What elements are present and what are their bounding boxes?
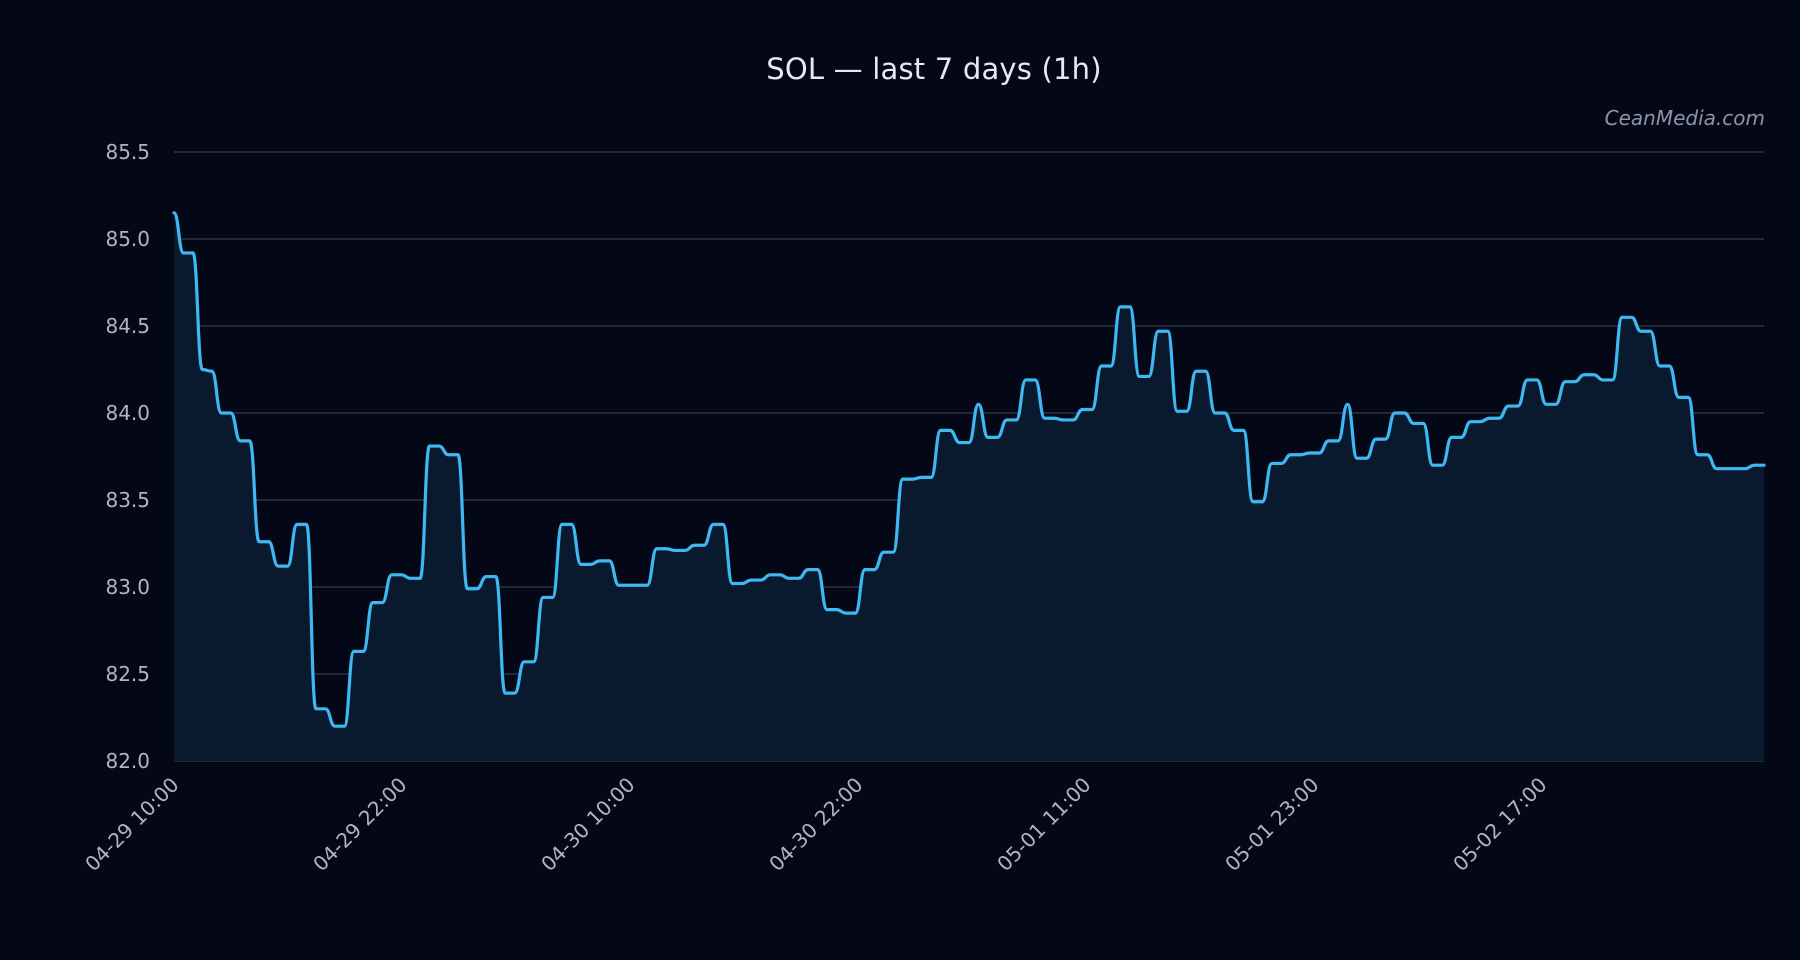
- series-line: [172, 211, 1766, 728]
- y-axis: 82.0 82.5 83.0 83.5 84.0 84.5 85.0 85.5: [105, 140, 150, 773]
- x-axis: 04-29 10:00 04-29 22:00 04-30 10:00 04-30 2…: [80, 773, 1551, 876]
- chart-title: SOL — last 7 days (1h): [766, 52, 1102, 86]
- area-layer: [174, 212, 1764, 761]
- y-tick-label: 85.0: [105, 227, 150, 251]
- x-tick-label: 04-30 10:00: [536, 773, 639, 876]
- x-tick-label: 04-29 10:00: [80, 773, 183, 876]
- watermark-text: CeanMedia.com: [1604, 106, 1765, 130]
- y-tick-label: 84.5: [105, 314, 150, 338]
- y-tick-label: 82.0: [105, 749, 150, 773]
- y-tick-label: 85.5: [105, 140, 150, 164]
- y-tick-label: 82.5: [105, 662, 150, 686]
- x-tick-label: 05-01 11:00: [992, 773, 1095, 876]
- line-layer: [172, 211, 1766, 728]
- x-tick-label: 04-30 22:00: [764, 773, 867, 876]
- y-tick-label: 83.5: [105, 488, 150, 512]
- x-tick-label: 05-02 17:00: [1448, 773, 1551, 876]
- x-tick-label: 04-29 22:00: [308, 773, 411, 876]
- series-area: [174, 212, 1764, 761]
- y-tick-label: 83.0: [105, 575, 150, 599]
- y-tick-label: 84.0: [105, 401, 150, 425]
- x-tick-label: 05-01 23:00: [1220, 773, 1323, 876]
